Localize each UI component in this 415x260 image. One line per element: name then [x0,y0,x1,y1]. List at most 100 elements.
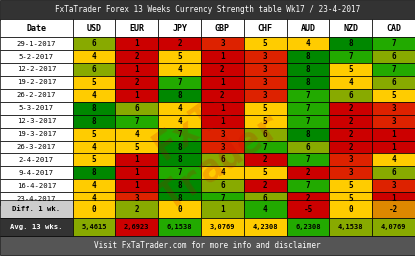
Bar [115,218,158,236]
Bar [73,89,115,102]
Text: 6: 6 [391,52,396,61]
Text: 1: 1 [391,194,396,203]
Bar [330,200,372,218]
Bar [287,102,330,115]
Bar [244,179,287,192]
Text: Visit FxTaTrader.com for more info and disclaimer: Visit FxTaTrader.com for more info and d… [94,241,321,250]
Text: 3: 3 [391,117,396,126]
Text: 3: 3 [134,194,139,203]
Text: 5: 5 [92,129,96,139]
Text: 6: 6 [92,65,96,74]
Text: 6,2308: 6,2308 [295,224,321,230]
Bar [244,76,287,89]
Bar [287,63,330,76]
Text: 3: 3 [220,142,225,152]
Text: 5,4615: 5,4615 [81,224,107,230]
Text: 7: 7 [349,52,353,61]
Text: 7: 7 [177,168,182,177]
Text: 6: 6 [220,181,225,190]
Text: 6: 6 [306,142,310,152]
Text: 6: 6 [263,194,268,203]
Text: 6: 6 [391,78,396,87]
Text: 5: 5 [391,91,396,100]
Bar [372,89,415,102]
Text: 4: 4 [177,65,182,74]
Text: 1: 1 [220,52,225,61]
Bar [372,166,415,179]
Bar [0,115,73,128]
Text: 29-1-2017: 29-1-2017 [17,41,56,47]
Text: 6: 6 [349,91,353,100]
Bar [372,141,415,153]
Bar [244,89,287,102]
Bar [0,63,73,76]
Bar [287,218,330,236]
Bar [158,153,201,166]
Text: 1: 1 [134,91,139,100]
Text: 2: 2 [134,78,139,87]
Text: 2: 2 [349,129,353,139]
Bar [244,63,287,76]
Bar [115,50,158,63]
Text: EUR: EUR [129,24,144,33]
Bar [287,37,330,50]
Bar [372,179,415,192]
Text: 2: 2 [134,52,139,61]
Bar [73,218,115,236]
Text: 5: 5 [92,78,96,87]
Bar [115,166,158,179]
Bar [244,153,287,166]
Text: 1: 1 [220,117,225,126]
Text: 3: 3 [391,181,396,190]
Bar [287,50,330,63]
Text: JPY: JPY [172,24,187,33]
Text: 7: 7 [220,194,225,203]
Text: 4: 4 [92,52,96,61]
Bar [73,102,115,115]
Text: 8: 8 [177,181,182,190]
Text: 7: 7 [177,78,182,87]
Text: 3: 3 [391,104,396,113]
Text: 7: 7 [306,117,310,126]
Bar [115,115,158,128]
Text: 4: 4 [92,142,96,152]
Bar [115,200,158,218]
Bar [73,63,115,76]
Bar [201,89,244,102]
Bar [287,141,330,153]
Bar [287,200,330,218]
Bar [330,115,372,128]
Bar [330,50,372,63]
Bar [287,115,330,128]
Text: 23-4-2017: 23-4-2017 [17,196,56,202]
Bar [158,20,201,37]
Text: 6: 6 [134,104,139,113]
Text: CHF: CHF [258,24,273,33]
Text: 1: 1 [134,39,139,48]
Bar [201,153,244,166]
Bar [287,89,330,102]
Bar [330,141,372,153]
Text: 19-3-2017: 19-3-2017 [17,131,56,137]
Text: 5: 5 [134,142,139,152]
Bar [158,76,201,89]
Text: 4: 4 [92,194,96,203]
Bar [244,37,287,50]
Bar [73,192,115,205]
Text: 1: 1 [391,142,396,152]
Text: 1: 1 [220,78,225,87]
Bar [0,236,415,255]
Text: 3: 3 [220,129,225,139]
Text: 5-2-2017: 5-2-2017 [19,54,54,60]
Text: 4: 4 [263,205,268,214]
Bar [73,200,115,218]
Text: 3: 3 [349,155,353,164]
Text: 2: 2 [349,104,353,113]
Bar [244,166,287,179]
Text: 0: 0 [177,205,182,214]
Bar [158,166,201,179]
Text: 5: 5 [349,194,353,203]
Text: 7: 7 [134,117,139,126]
Bar [115,179,158,192]
Text: 4,1538: 4,1538 [338,224,364,230]
